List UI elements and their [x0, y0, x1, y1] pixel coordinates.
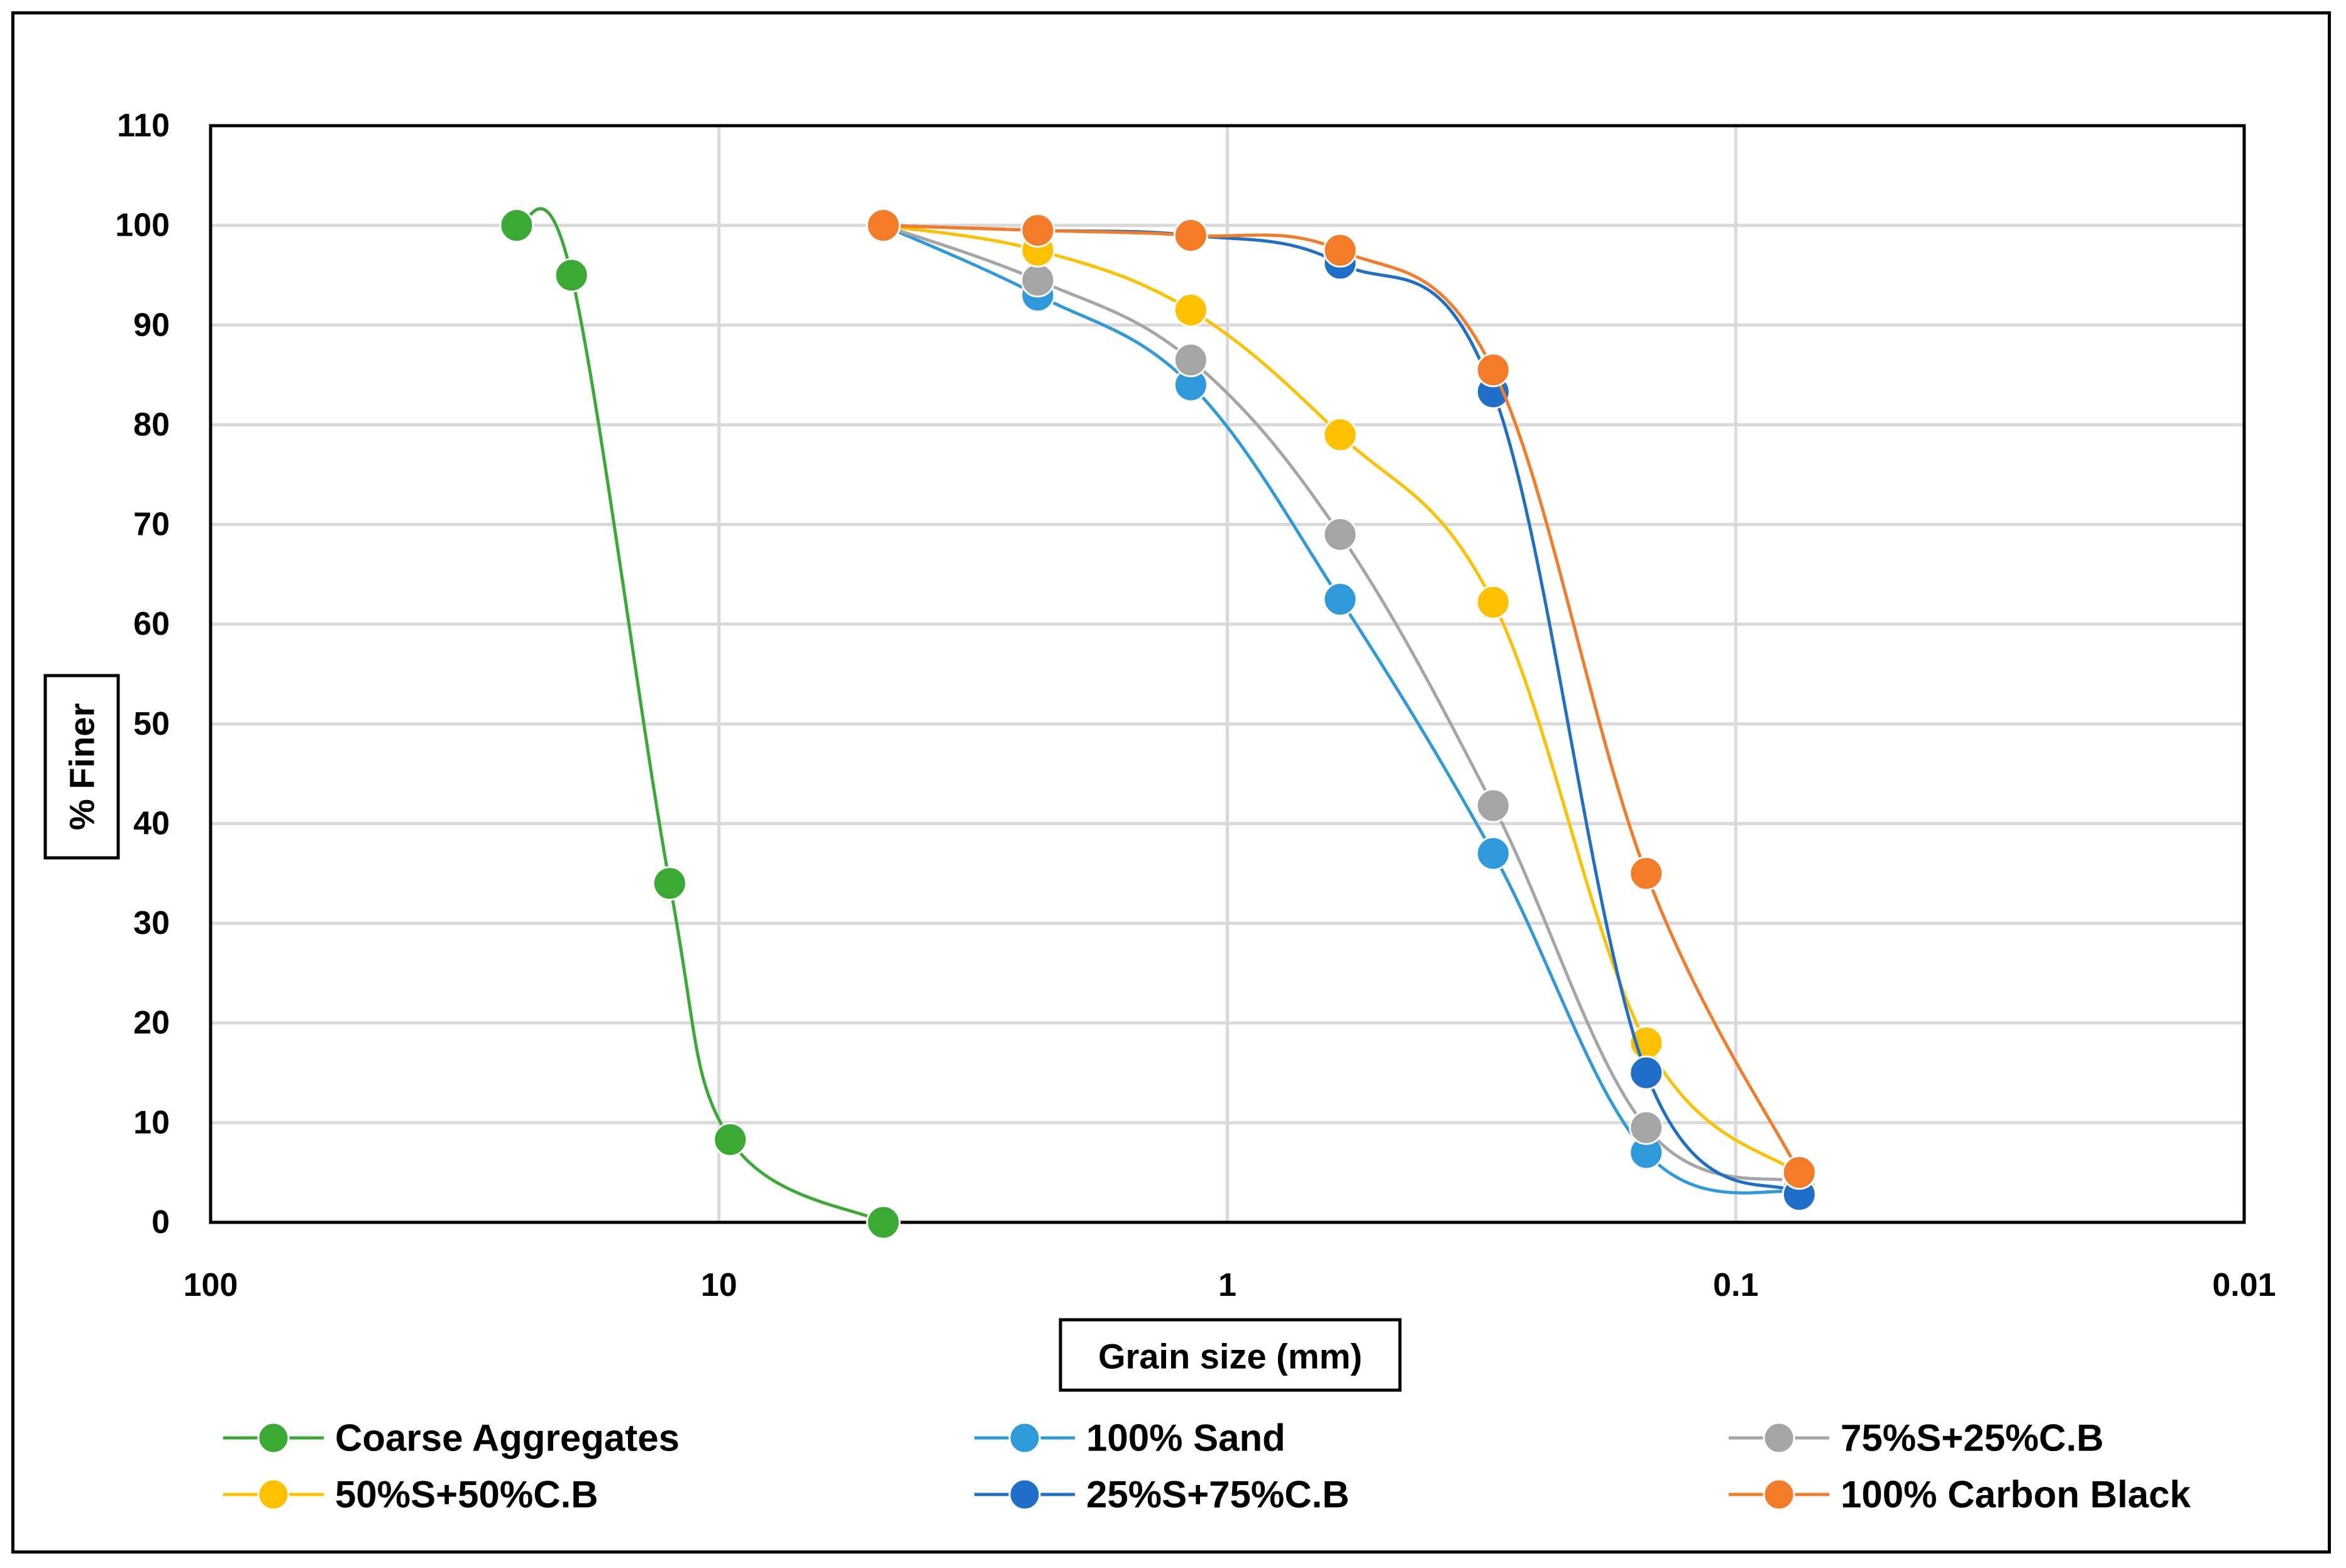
legend-item: 100% Carbon Black [1729, 1474, 2191, 1516]
data-point [1475, 788, 1511, 823]
x-tick-label: 0.01 [2212, 1267, 2276, 1303]
x-tick-label: 100 [184, 1267, 238, 1303]
legend-label: Coarse Aggregates [335, 1417, 680, 1459]
y-tick-label: 20 [133, 1005, 170, 1041]
y-tick-label: 40 [133, 805, 170, 842]
data-point [1475, 836, 1511, 871]
legend: Coarse Aggregates 100% Sand 75%S+25%C.B 50%… [223, 1417, 2191, 1516]
y-axis-title-box: % Finer [43, 674, 120, 860]
x-tick-label: 1 [1218, 1267, 1236, 1303]
legend-label: 100% Sand [1086, 1417, 1286, 1459]
y-tick-label: 110 [117, 107, 170, 144]
legend-item: Coarse Aggregates [223, 1417, 680, 1459]
y-tick-label: 70 [133, 507, 170, 543]
series-75-s-25-c-b [866, 208, 1817, 1200]
legend-marker [1008, 1478, 1041, 1511]
legend-item: 50%S+50%C.B [223, 1474, 598, 1516]
data-point [1020, 263, 1055, 298]
x-tick-label: 0.1 [1713, 1267, 1758, 1303]
legend-marker [1008, 1422, 1041, 1454]
data-point [1173, 292, 1208, 327]
legend-item: 100% Sand [974, 1417, 1286, 1459]
y-tick-label: 50 [133, 706, 170, 742]
legend-label: 50%S+50%C.B [335, 1474, 598, 1516]
x-axis-title: Grain size (mm) [1098, 1337, 1362, 1376]
data-point [866, 1205, 901, 1240]
legend-marker [1763, 1422, 1795, 1454]
series-50-s-50-c-b [866, 208, 1817, 1192]
legend-marker [257, 1478, 290, 1511]
y-tick-label: 80 [133, 407, 170, 443]
data-point [554, 258, 589, 293]
y-tick-label: 90 [133, 307, 170, 343]
y-tick-label: 100 [115, 207, 170, 244]
series-line [883, 224, 1800, 1176]
data-point [1629, 856, 1664, 891]
data-point [652, 866, 687, 901]
data-point [713, 1122, 748, 1157]
data-point [866, 208, 901, 243]
legend-marker [257, 1422, 290, 1454]
data-point [1323, 417, 1358, 452]
plot-area [209, 124, 2246, 1224]
axis-tick-labels: 0 10 20 30 40 50 60 70 80 90 100 110 100 10 1 0.1 0.01 [115, 107, 2276, 1303]
data-point [1173, 343, 1208, 378]
x-axis-title-box: Grain size (mm) [1059, 1318, 1402, 1392]
data-point [1020, 213, 1055, 248]
chart-frame [11, 11, 2331, 1554]
data-point [1782, 1155, 1817, 1190]
gridlines [209, 124, 2246, 1224]
series-coarse-aggregates [499, 207, 901, 1240]
legend-marker [1763, 1478, 1795, 1511]
data-point [1629, 1055, 1664, 1090]
data-point [1629, 1110, 1664, 1145]
y-tick-label: 30 [133, 905, 170, 941]
data-point [1475, 353, 1511, 388]
series-line [515, 207, 884, 1224]
y-axis-title: % Finer [62, 703, 102, 830]
y-tick-label: 0 [151, 1204, 170, 1241]
series-line [883, 224, 1801, 1173]
data-point [1323, 582, 1358, 617]
series-25-s-75-c-b [866, 208, 1817, 1212]
x-tick-label: 10 [701, 1267, 737, 1303]
legend-label: 100% Carbon Black [1841, 1474, 2191, 1516]
y-tick-label: 60 [133, 606, 170, 642]
y-tick-label: 10 [133, 1104, 170, 1141]
legend-label: 25%S+75%C.B [1086, 1474, 1350, 1516]
data-point [1173, 218, 1208, 253]
series-100-carbon-black [866, 208, 1817, 1190]
legend-label: 75%S+25%C.B [1841, 1417, 2104, 1459]
data-point [499, 208, 534, 243]
legend-item: 25%S+75%C.B [974, 1474, 1350, 1516]
data-point [1475, 584, 1511, 620]
data-point [1323, 233, 1358, 268]
data-series [499, 207, 1817, 1240]
data-point [1323, 517, 1358, 552]
legend-item: 75%S+25%C.B [1729, 1417, 2104, 1459]
series-100-sand [866, 208, 1817, 1210]
